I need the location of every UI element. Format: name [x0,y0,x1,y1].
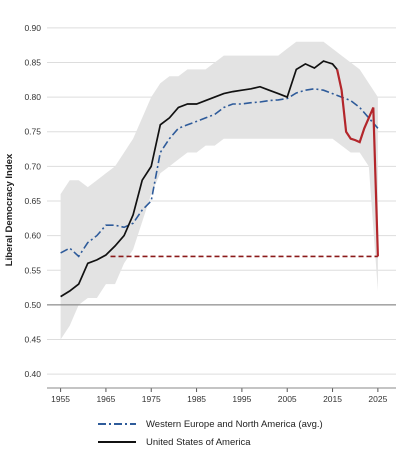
y-tick-label: 0.80 [24,92,41,102]
legend-label-usa: United States of America [146,437,251,448]
y-axis: 0.40 0.45 0.50 0.55 0.60 0.65 0.70 0.75 0.80 0.85… [24,23,41,379]
y-tick-label: 0.55 [24,265,41,275]
y-tick-label: 0.45 [24,335,41,345]
x-tick-label: 1985 [187,394,206,404]
y-axis-title: Liberal Democracy Index [4,153,15,266]
x-tick-label: 1955 [51,394,70,404]
x-tick-label: 1975 [142,394,161,404]
y-tick-label: 0.60 [24,231,41,241]
x-tick-label: 2015 [323,394,342,404]
y-tick-label: 0.75 [24,127,41,137]
x-tick-label: 2025 [368,394,387,404]
plot-area [47,27,396,375]
x-axis: 1955 1965 1975 1985 1995 2005 2015 2025 [47,387,396,404]
series-usa-line [60,60,338,298]
legend: Western Europe and North America (avg.) … [98,419,323,448]
series-usa-decline-line [336,69,379,257]
confidence-band [60,41,378,340]
y-tick-label: 0.40 [24,369,41,379]
x-tick-label: 2005 [278,394,297,404]
y-tick-label: 0.50 [24,300,41,310]
legend-label-weur: Western Europe and North America (avg.) [146,419,323,430]
x-tick-label: 1965 [96,394,115,404]
y-tick-label: 0.85 [24,57,41,67]
y-tick-label: 0.70 [24,161,41,171]
y-tick-label: 0.65 [24,196,41,206]
y-tick-label: 0.90 [24,23,41,33]
x-tick-label: 1995 [232,394,251,404]
series-weur-line [60,87,379,258]
